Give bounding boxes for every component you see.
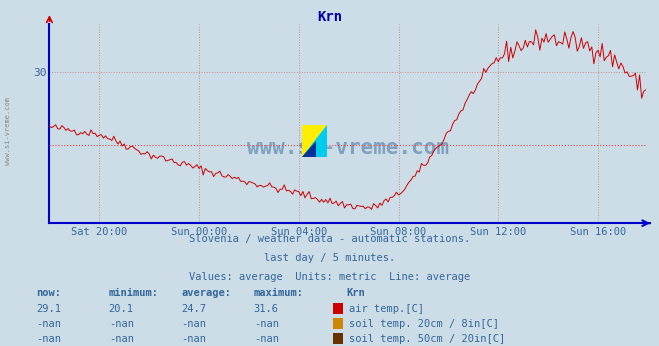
Text: 29.1: 29.1 xyxy=(36,304,61,314)
Text: soil temp. 20cm / 8in[C]: soil temp. 20cm / 8in[C] xyxy=(349,319,500,329)
Text: -nan: -nan xyxy=(181,319,206,329)
Text: Values: average  Units: metric  Line: average: Values: average Units: metric Line: aver… xyxy=(189,272,470,282)
Text: Slovenia / weather data - automatic stations.: Slovenia / weather data - automatic stat… xyxy=(189,234,470,244)
Text: maximum:: maximum: xyxy=(254,288,304,298)
Text: air temp.[C]: air temp.[C] xyxy=(349,304,424,314)
Polygon shape xyxy=(302,125,327,157)
Text: Krn: Krn xyxy=(346,288,364,298)
Text: last day / 5 minutes.: last day / 5 minutes. xyxy=(264,253,395,263)
Text: minimum:: minimum: xyxy=(109,288,159,298)
Text: -nan: -nan xyxy=(109,319,134,329)
Text: soil temp. 50cm / 20in[C]: soil temp. 50cm / 20in[C] xyxy=(349,334,505,344)
Text: Krn: Krn xyxy=(317,10,342,24)
Text: -nan: -nan xyxy=(181,334,206,344)
Polygon shape xyxy=(302,141,316,157)
Text: -nan: -nan xyxy=(36,334,61,344)
Text: 20.1: 20.1 xyxy=(109,304,134,314)
Text: www.si-vreme.com: www.si-vreme.com xyxy=(246,138,449,157)
Polygon shape xyxy=(302,125,327,157)
Text: -nan: -nan xyxy=(254,319,279,329)
Text: 24.7: 24.7 xyxy=(181,304,206,314)
Text: now:: now: xyxy=(36,288,61,298)
Text: www.si-vreme.com: www.si-vreme.com xyxy=(5,98,11,165)
Text: -nan: -nan xyxy=(109,334,134,344)
Text: average:: average: xyxy=(181,288,231,298)
Text: 31.6: 31.6 xyxy=(254,304,279,314)
Text: -nan: -nan xyxy=(36,319,61,329)
Text: -nan: -nan xyxy=(254,334,279,344)
